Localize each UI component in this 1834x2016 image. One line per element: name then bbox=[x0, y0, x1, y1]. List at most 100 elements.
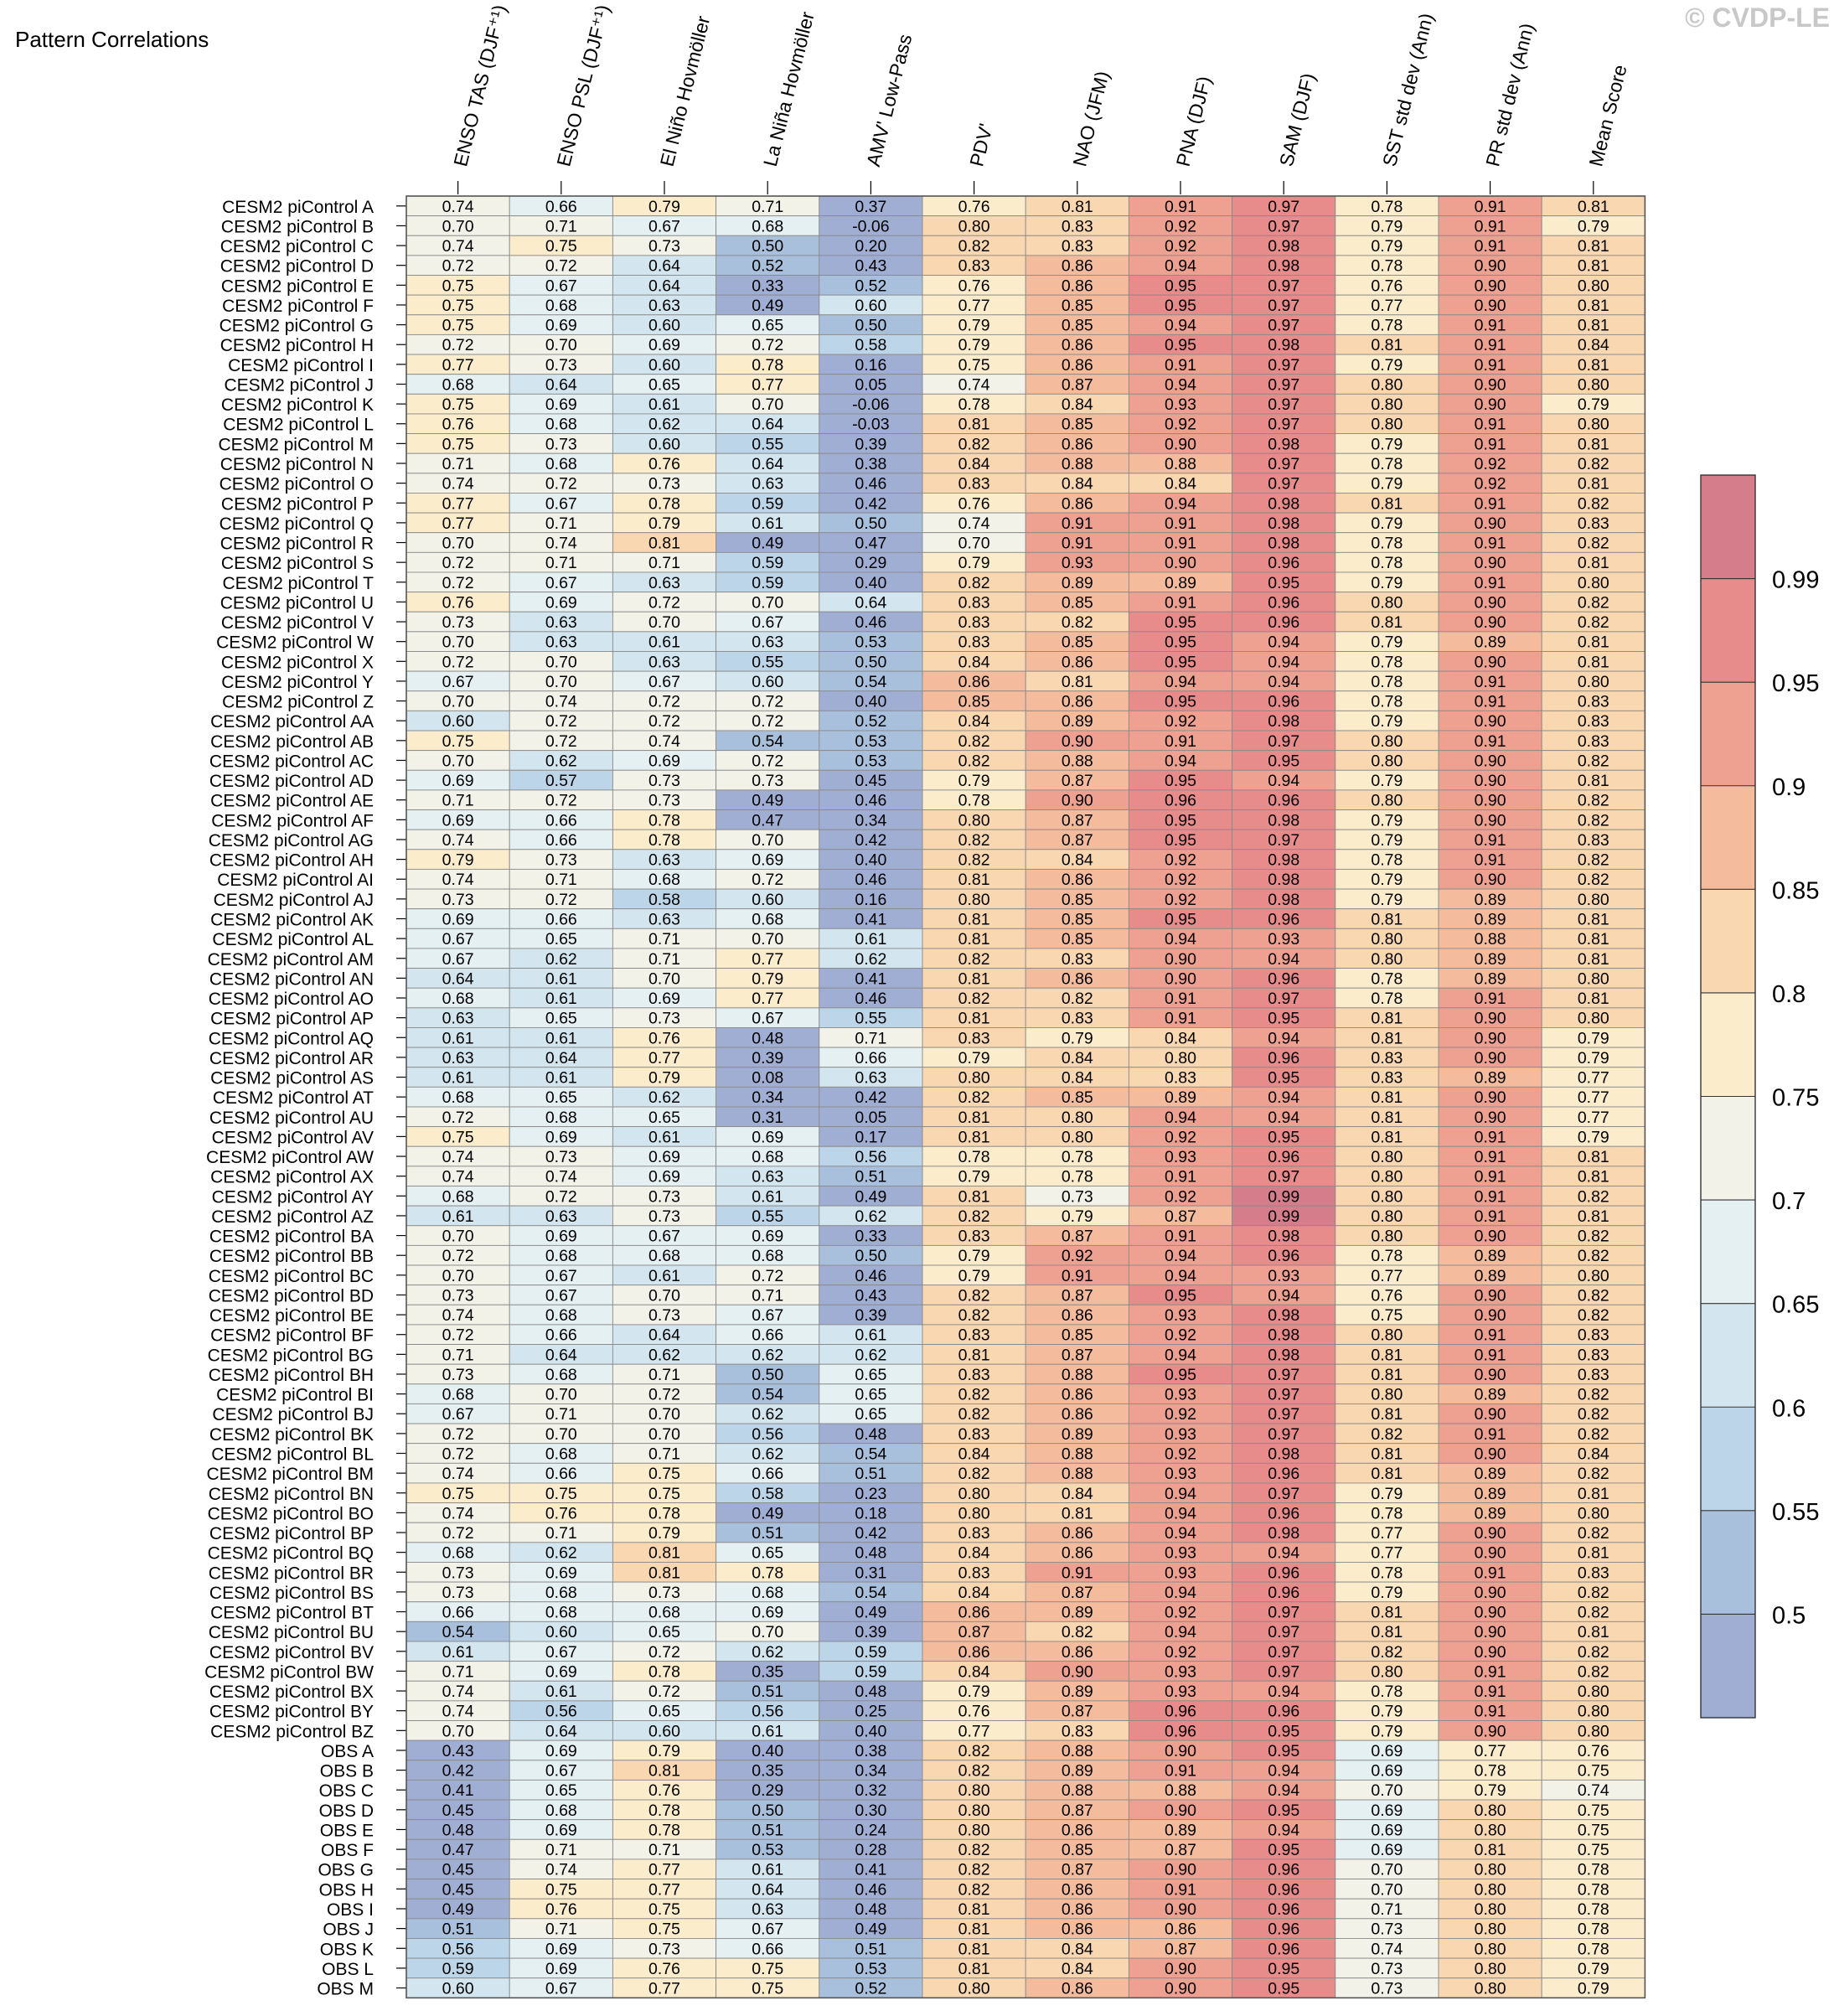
cell-value: 0.84 bbox=[958, 1584, 990, 1602]
cell-value: 0.33 bbox=[752, 277, 783, 295]
watermark: © CVDP-LE bbox=[1685, 3, 1830, 33]
cell-value: 0.81 bbox=[1371, 1604, 1403, 1622]
cell-value: 0.79 bbox=[958, 1049, 990, 1067]
cell-value: 0.73 bbox=[545, 851, 577, 870]
cell-value: 0.82 bbox=[958, 1207, 990, 1226]
cell-value: 0.69 bbox=[545, 1662, 577, 1681]
cell-value: 0.78 bbox=[1371, 1504, 1403, 1522]
cell-value: 0.72 bbox=[648, 1386, 680, 1404]
cell-value: 0.79 bbox=[958, 772, 990, 790]
cell-value: 0.91 bbox=[1062, 1564, 1093, 1582]
cell-value: 0.79 bbox=[1371, 475, 1403, 494]
cell-value: 0.86 bbox=[1062, 1544, 1093, 1563]
row-label: CESM2 piControl BU bbox=[209, 1623, 374, 1642]
cell-value: 0.92 bbox=[1165, 1326, 1196, 1345]
cell-value: 0.87 bbox=[1062, 1703, 1093, 1721]
cell-value: 0.85 bbox=[1062, 297, 1093, 315]
cell-value: 0.90 bbox=[1475, 1049, 1506, 1067]
cell-value: 0.38 bbox=[855, 1742, 886, 1760]
cell-value: 0.90 bbox=[1475, 653, 1506, 671]
cell-value: 0.64 bbox=[442, 969, 474, 988]
cell-value: 0.90 bbox=[1165, 1801, 1196, 1820]
cell-value: 0.73 bbox=[648, 237, 680, 256]
cell-value: 0.80 bbox=[1578, 891, 1609, 909]
cell-value: 0.73 bbox=[442, 1366, 474, 1384]
cell-value: 0.69 bbox=[545, 1228, 577, 1246]
cell-value: -0.03 bbox=[852, 416, 889, 434]
cell-value: 0.91 bbox=[1165, 356, 1196, 375]
cell-value: 0.96 bbox=[1268, 693, 1299, 711]
cell-value: 0.89 bbox=[1475, 950, 1506, 969]
cell-value: 0.65 bbox=[648, 375, 680, 394]
cell-value: 0.80 bbox=[1371, 732, 1403, 751]
cell-value: 0.54 bbox=[442, 1623, 474, 1641]
cell-value: 0.75 bbox=[752, 1980, 783, 1998]
cell-value: 0.45 bbox=[442, 1801, 474, 1820]
cell-value: 0.16 bbox=[855, 891, 886, 909]
cell-value: 0.49 bbox=[752, 297, 783, 315]
cell-value: 0.49 bbox=[855, 1604, 886, 1622]
cell-value: 0.69 bbox=[545, 1940, 577, 1958]
cell-value: 0.81 bbox=[1578, 435, 1609, 453]
cell-value: 0.75 bbox=[648, 1900, 680, 1919]
row-label: CESM2 piControl BT bbox=[210, 1604, 374, 1623]
cell-value: 0.72 bbox=[545, 732, 577, 751]
cell-value: 0.71 bbox=[1371, 1900, 1403, 1919]
cell-value: 0.68 bbox=[442, 990, 474, 1008]
cell-value: 0.91 bbox=[1165, 514, 1196, 533]
cell-value: 0.60 bbox=[752, 891, 783, 909]
cell-value: 0.78 bbox=[648, 1821, 680, 1839]
cell-value: 0.84 bbox=[1578, 1445, 1609, 1464]
cell-value: 0.46 bbox=[855, 990, 886, 1008]
colorbar-swatch bbox=[1701, 889, 1755, 994]
cell-value: 0.79 bbox=[1578, 395, 1609, 414]
row-label: CESM2 piControl O bbox=[220, 475, 374, 494]
cell-value: 0.88 bbox=[1062, 1781, 1093, 1800]
cell-value: 0.94 bbox=[1268, 1109, 1299, 1127]
cell-value: 0.34 bbox=[752, 1088, 783, 1107]
cell-value: 0.61 bbox=[752, 1861, 783, 1879]
cell-value: 0.81 bbox=[1578, 554, 1609, 572]
cell-value: 0.82 bbox=[1371, 1425, 1403, 1444]
cell-value: 0.74 bbox=[442, 475, 474, 494]
cell-value: 0.65 bbox=[545, 1781, 577, 1800]
cell-value: 0.73 bbox=[648, 1940, 680, 1958]
cell-value: 0.68 bbox=[648, 871, 680, 889]
cell-value: 0.70 bbox=[752, 1623, 783, 1641]
cell-value: 0.81 bbox=[1371, 494, 1403, 513]
cell-value: 0.89 bbox=[1062, 712, 1093, 731]
cell-value: 0.69 bbox=[442, 772, 474, 790]
cell-value: 0.65 bbox=[648, 1623, 680, 1641]
cell-value: 0.98 bbox=[1268, 871, 1299, 889]
cell-value: 0.55 bbox=[752, 1207, 783, 1226]
cell-value: 0.88 bbox=[1062, 1366, 1093, 1384]
cell-value: 0.92 bbox=[1165, 1445, 1196, 1464]
cell-value: 0.52 bbox=[855, 712, 886, 731]
cell-value: 0.91 bbox=[1475, 1168, 1506, 1186]
row-label: CESM2 piControl W bbox=[216, 633, 374, 653]
cell-value: 0.77 bbox=[752, 950, 783, 969]
cell-value: 0.43 bbox=[442, 1742, 474, 1760]
cell-value: 0.69 bbox=[1371, 1821, 1403, 1839]
cell-value: 0.81 bbox=[1578, 1623, 1609, 1641]
cell-value: 0.70 bbox=[442, 752, 474, 770]
cell-value: 0.90 bbox=[1165, 1742, 1196, 1760]
cell-value: 0.93 bbox=[1165, 1544, 1196, 1563]
cell-value: 0.65 bbox=[648, 1703, 680, 1721]
cell-value: 0.94 bbox=[1165, 317, 1196, 335]
cell-value: 0.90 bbox=[1165, 1861, 1196, 1879]
cell-value: 0.75 bbox=[442, 277, 474, 295]
cell-value: 0.81 bbox=[1371, 1346, 1403, 1364]
cell-value: 0.35 bbox=[752, 1762, 783, 1781]
cell-value: 0.47 bbox=[752, 811, 783, 830]
cell-value: 0.61 bbox=[855, 930, 886, 949]
cell-value: 0.81 bbox=[1578, 317, 1609, 335]
cell-value: 0.91 bbox=[1475, 851, 1506, 870]
cell-value: 0.48 bbox=[855, 1544, 886, 1563]
cell-value: 0.81 bbox=[1578, 990, 1609, 1008]
cell-value: 0.90 bbox=[1062, 1662, 1093, 1681]
cell-value: 0.80 bbox=[1578, 277, 1609, 295]
cell-value: 0.74 bbox=[545, 1168, 577, 1186]
cell-value: 0.90 bbox=[1475, 395, 1506, 414]
